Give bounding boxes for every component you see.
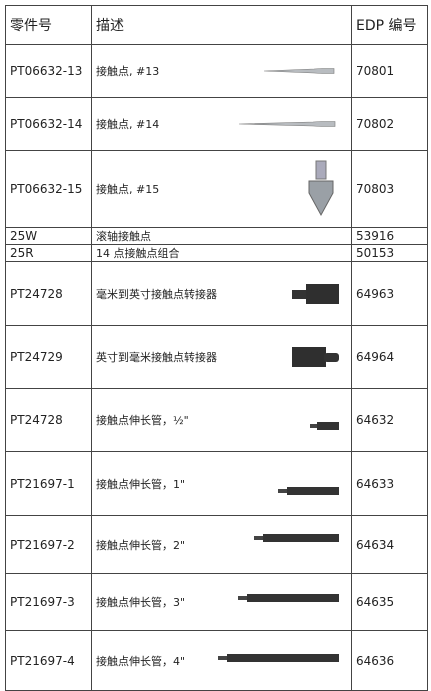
desc-text: 毫米到英寸接触点转接器	[96, 287, 217, 301]
desc-text: 接触点伸长管，2"	[96, 538, 186, 552]
part-cell: 25R	[5, 244, 92, 262]
part-cell: PT24728	[5, 261, 92, 326]
desc-cell: 接触点, #14	[91, 97, 352, 151]
desc-text: 接触点, #13	[96, 65, 160, 78]
desc-cell: 接触点伸长管，1"	[91, 451, 352, 516]
desc-cell: 接触点, #13	[91, 44, 352, 98]
part-cell: PT21697-4	[5, 630, 92, 691]
part-cell: PT21697-3	[5, 573, 92, 631]
desc-text: 接触点, #15	[96, 183, 160, 196]
desc-cell: 14 点接触点组合	[91, 244, 352, 262]
row: PT24728 毫米到英寸接触点转接器 64963	[5, 261, 428, 326]
edp-cell: 64632	[351, 388, 428, 452]
row: PT21697-4 接触点伸长管，4" 64636	[5, 630, 428, 691]
header-cell: 零件号	[5, 5, 92, 45]
desc-cell: 滚轴接触点	[91, 227, 352, 245]
edp-cell: 64964	[351, 325, 428, 389]
part-cell: PT24728	[5, 388, 92, 452]
row: 25W 滚轴接触点 53916	[5, 227, 428, 245]
edp-cell: 53916	[351, 227, 428, 245]
header-cell: 描述	[91, 5, 352, 45]
edp-cell: 50153	[351, 244, 428, 262]
row: PT21697-3 接触点伸长管，3" 64635	[5, 573, 428, 631]
desc-text: 接触点伸长管，1"	[96, 477, 186, 491]
part-cell: PT21697-2	[5, 515, 92, 574]
desc-cell: 英寸到毫米接触点转接器	[91, 325, 352, 389]
desc-cell: 毫米到英寸接触点转接器	[91, 261, 352, 326]
row: PT21697-1 接触点伸长管，1" 64633	[5, 451, 428, 516]
tube-image	[278, 487, 339, 496]
edp-cell: 64636	[351, 630, 428, 691]
part-cell: 25W	[5, 227, 92, 245]
part-cell: PT06632-15	[5, 150, 92, 228]
row: PT24728 接触点伸长管，½" 64632	[5, 388, 428, 452]
row: PT06632-13 接触点, #13 70801	[5, 44, 428, 98]
row: 25R 14 点接触点组合 50153	[5, 244, 428, 262]
desc-text: 接触点伸长管，3"	[96, 596, 186, 609]
tube-image	[218, 653, 339, 662]
edp-cell: 70802	[351, 97, 428, 151]
edp-cell: 64635	[351, 573, 428, 631]
probe-image	[263, 68, 335, 74]
desc-cell: 接触点伸长管，3"	[91, 573, 352, 631]
desc-text: 接触点, #14	[96, 118, 160, 131]
edp-cell: 64633	[351, 451, 428, 516]
desc-text: 接触点伸长管，½"	[96, 414, 189, 427]
edp-cell: 70803	[351, 150, 428, 228]
header-cell: EDP 编号	[351, 5, 428, 45]
desc-cell: 接触点伸长管，2"	[91, 515, 352, 574]
desc-cell: 接触点伸长管，4"	[91, 630, 352, 691]
parts-table: 零件号 描述 EDP 编号 PT06632-13 接触点, #13 70801 …	[5, 5, 428, 691]
header-row: 零件号 描述 EDP 编号	[5, 5, 428, 45]
probe-image	[238, 121, 336, 127]
tube-image	[254, 533, 339, 542]
adapter-image	[292, 283, 339, 304]
part-cell: PT21697-1	[5, 451, 92, 516]
row: PT06632-15 接触点, #15 70803	[5, 150, 428, 228]
desc-text: 英寸到毫米接触点转接器	[96, 351, 217, 364]
edp-cell: 70801	[351, 44, 428, 98]
desc-text: 接触点伸长管，4"	[96, 654, 186, 668]
edp-cell: 64634	[351, 515, 428, 574]
row: PT06632-14 接触点, #14 70802	[5, 97, 428, 151]
part-cell: PT24729	[5, 325, 92, 389]
row: PT24729 英寸到毫米接触点转接器 64964	[5, 325, 428, 389]
edp-cell: 64963	[351, 261, 428, 326]
probe-image	[308, 160, 334, 217]
tube-image	[310, 422, 339, 431]
tube-image	[238, 593, 339, 602]
part-cell: PT06632-13	[5, 44, 92, 98]
desc-cell: 接触点, #15	[91, 150, 352, 228]
part-cell: PT06632-14	[5, 97, 92, 151]
desc-cell: 接触点伸长管，½"	[91, 388, 352, 452]
adapter-image	[292, 347, 339, 367]
row: PT21697-2 接触点伸长管，2" 64634	[5, 515, 428, 574]
